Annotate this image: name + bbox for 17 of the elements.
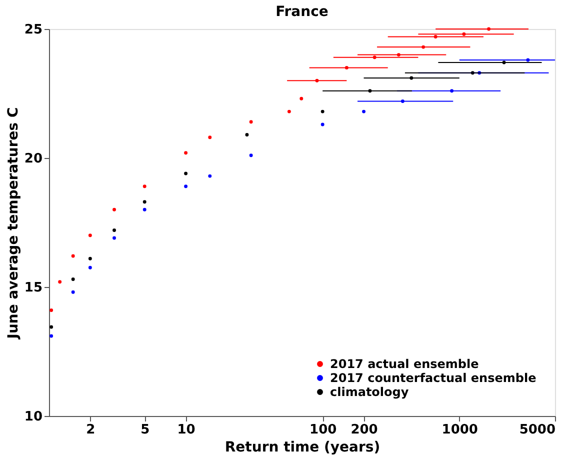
x-tick-label: 200 xyxy=(350,422,378,438)
y-tick-label: 25 xyxy=(24,22,42,38)
x-tick-label: 10 xyxy=(177,422,196,438)
x-tick-label: 2 xyxy=(86,422,96,438)
legend-label: 2017 counterfactual ensemble xyxy=(330,371,536,385)
chart-title: France xyxy=(276,4,328,20)
x-tick-label: 5000 xyxy=(519,422,556,438)
x-tick-label: 1000 xyxy=(442,422,478,438)
x-axis-title: Return time (years) xyxy=(224,440,380,456)
legend-label: climatology xyxy=(330,385,409,399)
y-tick-label: 15 xyxy=(24,280,42,296)
x-tick-label: 100 xyxy=(310,422,337,438)
y-tick-label: 10 xyxy=(24,410,42,424)
legend-label: 2017 actual ensemble xyxy=(330,357,479,371)
y-axis-title: June average temperatures C xyxy=(5,107,22,340)
x-tick-label: 5 xyxy=(140,422,150,438)
y-tick-label: 20 xyxy=(24,152,42,166)
